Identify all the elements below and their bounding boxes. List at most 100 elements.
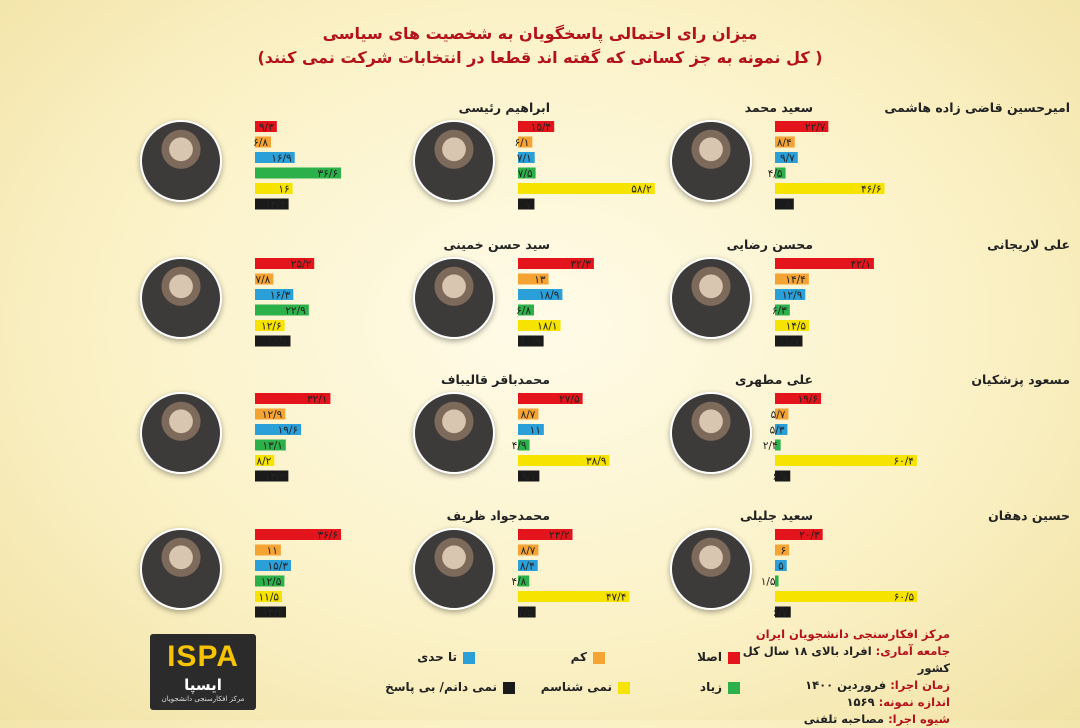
bar-value-label: ۳۲/۱ [307, 394, 327, 406]
bar-value-label: ۱۳/۱ [262, 440, 282, 452]
bar-value-label: ۱۰/۹ [520, 336, 541, 348]
bar-value-label: ۱/۵ [761, 576, 776, 588]
bar-kam [255, 544, 281, 556]
panel-9: محمدباقر قالیباف ۳۲/۱ ۱۲/۹ ۱۹/۶ ۱۳/۱ ۸/۲ ۱۴/۲ [140, 372, 570, 492]
chart-title-block: میزان رای احتمالی پاسخگویان به شخصیت های… [0, 22, 1080, 70]
bar-ziad [775, 304, 790, 316]
legend: اصلا کم تا حدی زیاد نمی شناسم نمی دانم/ … [380, 640, 740, 710]
meta-date: زمان اجرا: فروردین ۱۴۰۰ [805, 678, 950, 692]
bar-value-label: ۲۰/۳ [799, 530, 820, 542]
bar-value-label: ۱۲/۹ [782, 290, 803, 302]
panel-4: علی لاریجانی ۴۲/۱ ۱۴/۴ ۱۲/۹ ۶/۳ ۱۴/۵ ۱۱/۷ [670, 237, 1080, 357]
bar-ziad [518, 167, 536, 179]
panel-name: امیرحسین قاضی زاده هاشمی [884, 100, 1070, 115]
logo-subtitle: مرکز افکارسنجی دانشجویان [161, 695, 245, 703]
panel-name: علی لاریجانی [987, 237, 1070, 252]
bar-kam [255, 136, 271, 148]
panel-1: امیرحسین قاضی زاده هاشمی ۲۲/۷ ۸/۴ ۹/۷ ۴/۵ ۴۶/… [670, 100, 1080, 220]
bar-value-label: ۶/۵ [772, 471, 787, 483]
bar-value-label: ۸/۲ [256, 456, 271, 468]
bar-chart: ۲۷/۵ ۸/۷ ۱۱۴/۹ ۳۸/۹ ۹/۱ [512, 393, 610, 483]
panel-10: حسین دهقان ۲۰/۳ ۶ ۵ ۱/۵ ۶۰/۵ ۶/۷ [670, 508, 1080, 628]
bar-value-label: ۶/۸ [516, 305, 531, 317]
legend-swatch [728, 681, 740, 694]
bar-chart: ۲۲/۷ ۸/۴ ۹/۷ ۴/۵ ۴۶/۶ ۸ [768, 121, 885, 211]
panel-name: مسعود پزشکیان [971, 372, 1070, 387]
bar-chart: ۴۲/۱ ۱۴/۴ ۱۲/۹ ۶/۳ ۱۴/۵ ۱۱/۷ [772, 258, 874, 348]
bar-value-label: ۹/۷ [780, 153, 795, 165]
bar-kam [255, 408, 286, 420]
bar-value-label: ۸/۷ [521, 545, 536, 557]
bar-value-label: ۵/۷ [771, 409, 786, 421]
portrait-photo [413, 528, 495, 610]
bar-ta_hodi [518, 152, 535, 163]
bar-ziad [775, 439, 781, 451]
legend-swatch [463, 651, 475, 664]
legend-swatch [728, 651, 740, 664]
bar-value-label: ۵/۳ [770, 425, 785, 437]
bar-value-label: ۱۴/۴ [785, 274, 805, 286]
bar-value-label: ۱۳ [534, 274, 546, 286]
bar-value-label: ۱۱ [530, 425, 541, 437]
bar-value-label: ۶ [780, 545, 786, 557]
bar-value-label: ۶۰/۵ [894, 592, 915, 604]
legend-item-ziad: زیاد [700, 680, 740, 694]
bar-value-label: ۹/۳ [259, 122, 274, 134]
panel-3: ابراهیم رئیسی ۹/۳ ۶/۸ ۱۶/۹ ۳۶/۶ ۱۶ ۱۴/۳ [140, 100, 570, 220]
logo-latin: ISPA [167, 640, 239, 673]
bar-value-label: ۸ [785, 199, 791, 211]
legend-item-nemishenasam: نمی شناسم [541, 680, 630, 694]
bar-value-label: ۶/۳ [772, 305, 787, 317]
bar-nemidanam [255, 198, 289, 210]
bar-value-label: ۷/۵ [518, 607, 533, 619]
bar-ta_hodi [255, 424, 302, 435]
bar-value-label: ۱۱ [267, 545, 278, 557]
bar-chart: ۱۵/۴۶/۱ ۷/۱ ۷/۵ ۵۸/۲ ۷ [515, 121, 655, 211]
panel-6: سید حسن خمینی ۲۵/۲ ۷/۸ ۱۶/۳ ۲۲/۹ ۱۲/۶ ۱۵/۱ [140, 237, 570, 357]
bar-value-label: ۸/۴ [520, 561, 535, 573]
legend-swatch [618, 681, 630, 694]
bar-asla [775, 529, 823, 540]
bar-chart: ۳۲/۱ ۱۲/۹ ۱۹/۶ ۱۳/۱ ۸/۲ ۱۴/۲ [255, 393, 331, 483]
bar-value-label: ۱۶/۹ [271, 153, 292, 165]
bar-value-label: ۱۴/۳ [265, 199, 286, 211]
bar-value-label: ۸/۷ [521, 409, 536, 421]
bar-nemishenasam [255, 455, 275, 466]
bar-ziad [255, 304, 309, 316]
bar-value-label: ۲۲/۷ [805, 122, 826, 134]
panel-11: سعید جلیلی ۲۳/۲ ۸/۷ ۸/۴ ۴/۸ ۴۷/۴ ۷/۵ [413, 508, 833, 628]
bar-value-label: ۴/۵ [768, 168, 783, 180]
bar-chart: ۲۰/۳ ۶ ۵۱/۵ ۶۰/۵ ۶/۷ [761, 529, 918, 619]
bar-value-label: ۳۶/۶ [318, 530, 338, 542]
bar-value-label: ۴۷/۴ [606, 592, 626, 604]
chart-title: میزان رای احتمالی پاسخگویان به شخصیت های… [322, 24, 758, 43]
bar-value-label: ۱۹/۶ [278, 425, 298, 437]
portrait-photo [140, 120, 222, 202]
bar-value-label: ۵ [778, 561, 784, 573]
bar-nemidanam [775, 606, 791, 618]
portrait-photo [140, 528, 222, 610]
panel-name: حسین دهقان [988, 508, 1070, 523]
bar-value-label: ۱۴/۲ [265, 471, 286, 483]
bar-nemishenasam [775, 183, 885, 194]
bar-nemidanam [775, 470, 791, 482]
panel-name: سعید محمد [744, 100, 813, 115]
panel-12: محمدجواد ظریف ۳۶/۶ ۱۱ ۱۵/۳ ۱۲/۵ ۱۱/۵ ۱۳/۲ [140, 508, 570, 628]
portrait-photo [413, 120, 495, 202]
bar-value-label: ۱۲/۹ [262, 409, 283, 421]
panel-name: محسن رضایی [726, 237, 813, 252]
legend-label: اصلا [697, 650, 722, 664]
bar-value-label: ۱۱/۵ [259, 592, 280, 604]
bar-ziad [255, 439, 286, 451]
bar-ziad [775, 167, 786, 179]
legend-item-asla: اصلا [697, 650, 740, 664]
bar-value-label: ۲۲/۹ [285, 305, 306, 317]
bar-value-label: ۴/۸ [511, 576, 526, 588]
bar-value-label: ۲۷/۵ [559, 394, 580, 406]
bar-ta_hodi [775, 560, 787, 571]
bar-value-label: ۷/۵ [518, 168, 533, 180]
legend-item-nemidanam: نمی دانم/ بی پاسخ [385, 680, 515, 694]
bar-value-label: ۷ [526, 199, 532, 211]
bar-kam [775, 544, 790, 556]
bar-nemishenasam [775, 320, 810, 331]
